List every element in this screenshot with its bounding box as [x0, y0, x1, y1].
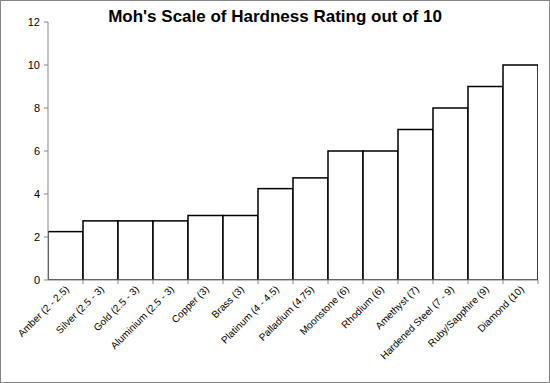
y-tick [44, 22, 48, 23]
y-tick [44, 237, 48, 238]
bar [398, 130, 433, 281]
bar [48, 232, 83, 280]
y-tick-label: 4 [34, 188, 40, 200]
bar [293, 178, 328, 280]
bar [433, 108, 468, 280]
bar [503, 65, 538, 280]
y-tick-label: 2 [34, 231, 40, 243]
x-tick [503, 280, 504, 284]
bar [118, 221, 153, 280]
x-tick-label: Brass (3) [209, 284, 245, 320]
y-tick-label: 8 [34, 102, 40, 114]
chart-title: Moh's Scale of Hardness Rating out of 10 [108, 7, 442, 26]
bar [468, 87, 503, 281]
x-tick [188, 280, 189, 284]
bar [223, 216, 258, 281]
bar [328, 151, 363, 280]
x-tick-label: Diamond (10) [475, 284, 526, 335]
bar [83, 221, 118, 280]
x-tick [398, 280, 399, 284]
y-tick-label: 12 [28, 16, 40, 28]
y-tick-label: 0 [34, 274, 40, 286]
y-tick [44, 65, 48, 66]
bar [153, 221, 188, 280]
y-tick-label: 6 [34, 145, 40, 157]
x-tick [433, 280, 434, 284]
x-tick-label: Platinum (4 - 4.5) [219, 284, 281, 346]
x-tick [258, 280, 259, 284]
x-axis: Amber (2 - 2.5)Silver (2.5 - 3)Gold (2.5… [16, 280, 538, 361]
x-tick [223, 280, 224, 284]
x-tick-label: Ruby/Sapphire (9) [426, 284, 491, 349]
y-tick [44, 280, 48, 281]
y-tick-label: 10 [28, 59, 40, 71]
x-tick [83, 280, 84, 284]
x-tick [118, 280, 119, 284]
x-tick [328, 280, 329, 284]
x-tick [538, 280, 539, 284]
chart-frame [1, 1, 550, 383]
y-tick [44, 151, 48, 152]
bars [48, 65, 538, 280]
y-axis: 0 2 4 6 8 10 12 [28, 16, 48, 286]
x-tick [468, 280, 469, 284]
y-tick [44, 194, 48, 195]
x-tick [153, 280, 154, 284]
x-tick [363, 280, 364, 284]
bar [258, 189, 293, 280]
x-tick-label: Aluminium (2.5 - 3) [108, 284, 176, 352]
x-tick [293, 280, 294, 284]
chart: Moh's Scale of Hardness Rating out of 10… [0, 0, 550, 383]
x-tick-label: Moonstone (6) [298, 284, 351, 337]
bar [188, 216, 223, 281]
y-tick [44, 108, 48, 109]
y-axis-line [48, 22, 49, 280]
x-tick-label: Copper (3) [169, 284, 211, 326]
bar [363, 151, 398, 280]
